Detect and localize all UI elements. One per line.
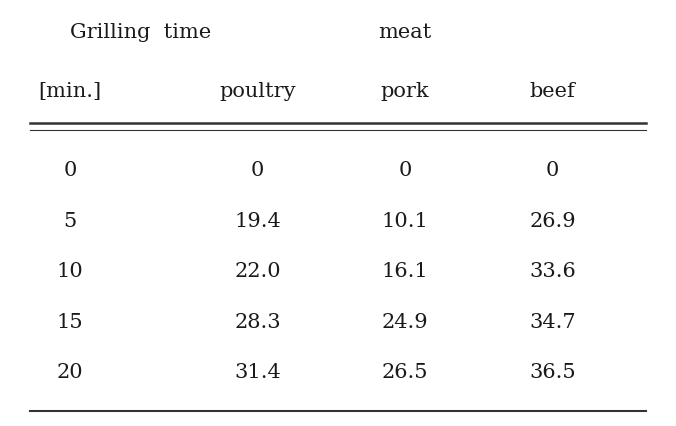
- Text: 26.9: 26.9: [529, 212, 576, 231]
- Text: [min.]: [min.]: [39, 81, 101, 101]
- Text: 19.4: 19.4: [234, 212, 281, 231]
- Text: 5: 5: [63, 212, 76, 231]
- Text: 15: 15: [57, 313, 83, 332]
- Text: 33.6: 33.6: [529, 262, 576, 281]
- Text: 10.1: 10.1: [382, 212, 429, 231]
- Text: 22.0: 22.0: [235, 262, 281, 281]
- Text: 26.5: 26.5: [382, 363, 429, 382]
- Text: beef: beef: [530, 81, 575, 101]
- Text: 31.4: 31.4: [234, 363, 281, 382]
- Text: 24.9: 24.9: [382, 313, 429, 332]
- Text: 20: 20: [57, 363, 83, 382]
- Text: 34.7: 34.7: [529, 313, 576, 332]
- Text: 36.5: 36.5: [529, 363, 576, 382]
- Text: Grilling  time: Grilling time: [70, 23, 211, 42]
- Text: pork: pork: [381, 81, 429, 101]
- Text: 0: 0: [546, 161, 559, 181]
- Text: 0: 0: [63, 161, 76, 181]
- Text: 16.1: 16.1: [382, 262, 429, 281]
- Text: poultry: poultry: [219, 81, 296, 101]
- Text: 0: 0: [398, 161, 412, 181]
- Text: 28.3: 28.3: [235, 313, 281, 332]
- Text: meat: meat: [379, 23, 432, 42]
- Text: 0: 0: [251, 161, 264, 181]
- Text: 10: 10: [57, 262, 83, 281]
